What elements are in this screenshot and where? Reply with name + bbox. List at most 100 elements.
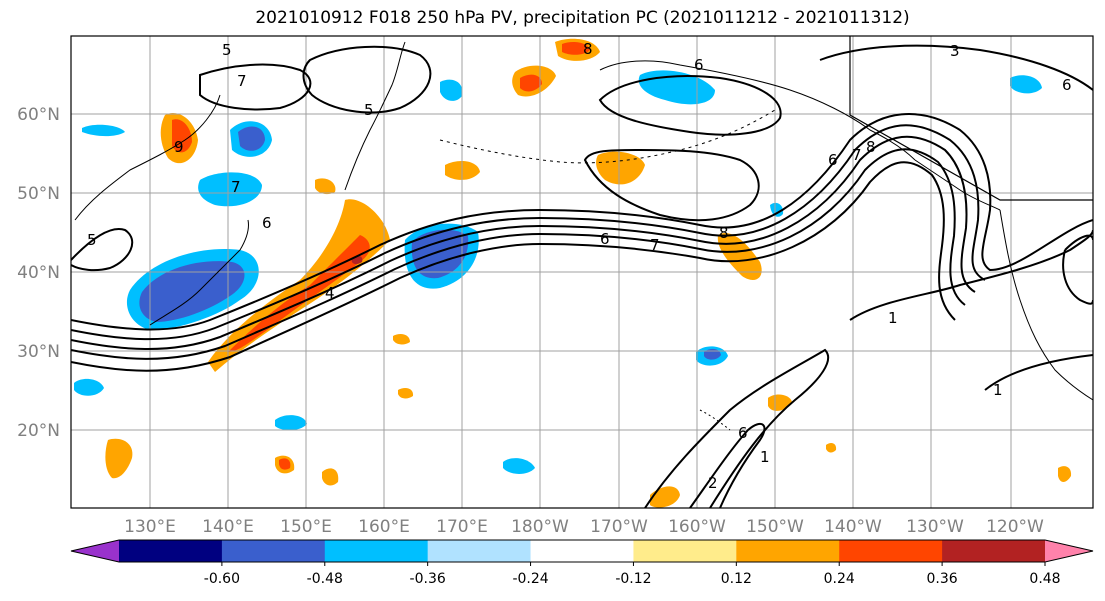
contour-label: 7 (231, 178, 241, 196)
precip-patch-positive-strong (172, 119, 192, 153)
precip-patch-positive (596, 151, 645, 185)
lon-label: 160°W (668, 517, 726, 537)
pv-contour (984, 354, 1093, 391)
precip-patch-negative-strong (704, 348, 721, 360)
contour-label: 8 (719, 224, 729, 242)
precip-patch-negative (638, 70, 715, 105)
precip-patch-positive-strong (520, 74, 542, 92)
pv-contour (849, 229, 1093, 321)
lon-label: 120°W (986, 517, 1044, 537)
contour-label: 8 (583, 40, 593, 58)
colorbar-segment (942, 540, 1046, 562)
coastline-aleutians (439, 109, 776, 164)
contour-label: 9 (174, 138, 184, 156)
coastline-asia (74, 94, 221, 221)
pv-contour (598, 75, 782, 136)
lon-label: 140°W (824, 517, 882, 537)
lat-axis: 60°N 50°N 40°N 30°N 20°N (17, 105, 60, 441)
lon-label: 140°E (202, 517, 254, 537)
coastline-alaska (599, 60, 916, 161)
graticule (71, 36, 1093, 508)
lon-label: 130°W (906, 517, 964, 537)
contour-label: 5 (87, 231, 97, 249)
colorbar-segment (736, 540, 840, 562)
precip-patch-negative (82, 124, 125, 137)
contour-label: 5 (364, 101, 374, 119)
colorbar-segment (839, 540, 943, 562)
precip-patch-negative (440, 79, 463, 101)
lon-axis: 130°E 140°E 150°E 160°E 170°E 180°W 170°… (124, 517, 1044, 537)
colorbar-tick-label: -0.12 (615, 571, 651, 587)
contour-label: 6 (600, 230, 610, 248)
precip-patch-positive (398, 388, 414, 399)
colorbar-tick-label: -0.48 (307, 571, 343, 587)
pv-contour (71, 124, 986, 341)
colorbar-tick-label: 0.48 (1029, 571, 1060, 587)
precip-patch-positive (315, 178, 336, 195)
precip-patch-positive-strong (562, 42, 590, 55)
colorbar-extend-high (1045, 540, 1093, 562)
border-canada-us (849, 36, 1093, 201)
coastline-us-west (999, 209, 1093, 401)
map-frame (70, 35, 1094, 509)
precip-patch-positive-strong (279, 458, 291, 470)
colorbar-segment (221, 540, 326, 562)
colorbar-tick-label: 0.36 (927, 571, 958, 587)
pv-contour (689, 422, 766, 508)
pv-contour (583, 149, 760, 222)
colorbar-segment (427, 540, 532, 562)
pv-contour (71, 135, 976, 350)
lat-label: 60°N (17, 105, 60, 125)
colorbar-tick-label: -0.36 (410, 571, 446, 587)
contour-label: 8 (866, 138, 876, 156)
precip-patch-positive (105, 438, 133, 479)
precip-patch-positive (322, 468, 339, 486)
precip-patch-negative-strong (238, 126, 265, 151)
lon-label: 160°E (358, 517, 410, 537)
precip-patch-positive (826, 442, 837, 453)
lon-label: 150°E (280, 517, 332, 537)
pv-contour (302, 45, 432, 114)
colorbar-extend-low (71, 540, 119, 562)
coastline-kamchatka (344, 41, 406, 191)
lon-label: 150°W (746, 517, 804, 537)
pv-contour (71, 148, 966, 360)
lat-label: 30°N (17, 342, 60, 362)
map-title: 2021010912 F018 250 hPa PV, precipitatio… (255, 8, 910, 28)
pv-contours (71, 44, 1093, 508)
colorbar-outline (70, 539, 1094, 563)
contour-label: 6 (694, 56, 704, 74)
precip-patch-positive (393, 334, 410, 345)
precip-patch-negative (74, 378, 104, 396)
pv-contour (819, 44, 1093, 91)
colorbar-tick-label: 0.12 (721, 571, 752, 587)
colorbar-segment (633, 540, 737, 562)
colorbar-segment (530, 540, 634, 562)
contour-label: 5 (222, 41, 232, 59)
colorbar-segment (119, 540, 223, 562)
lat-label: 20°N (17, 421, 60, 441)
lon-label: 170°E (436, 517, 488, 537)
precip-patch-negative (1010, 75, 1042, 94)
precip-patch-negative-strong (139, 261, 245, 322)
coastlines (74, 36, 1093, 431)
contour-label: 1 (760, 448, 770, 466)
contour-label: 2 (708, 474, 718, 492)
contour-label: 1 (888, 309, 898, 327)
precip-patch-negative (198, 172, 262, 207)
map-area: 5 7 5 8 6 3 6 6 7 8 6 7 8 6 5 4 1 1 1 2 (70, 35, 1094, 509)
colorbar-segment (324, 540, 429, 562)
colorbar-tick-label: -0.24 (512, 571, 548, 587)
colorbar-tick-label: -0.60 (204, 571, 240, 587)
lat-label: 40°N (17, 263, 60, 283)
lon-label: 180°W (511, 517, 569, 537)
contour-label: 7 (650, 236, 660, 254)
lon-label: 130°E (124, 517, 176, 537)
colorbar-tick-label: 0.24 (824, 571, 855, 587)
precip-patch-negative (503, 458, 535, 474)
colorbar: -0.60 -0.48 -0.36 -0.24 -0.12 0.12 0.24 0.36 0.4… (70, 539, 1094, 587)
contour-label: 7 (237, 72, 247, 90)
pv-contour (71, 161, 956, 372)
contour-label: 6 (828, 151, 838, 169)
